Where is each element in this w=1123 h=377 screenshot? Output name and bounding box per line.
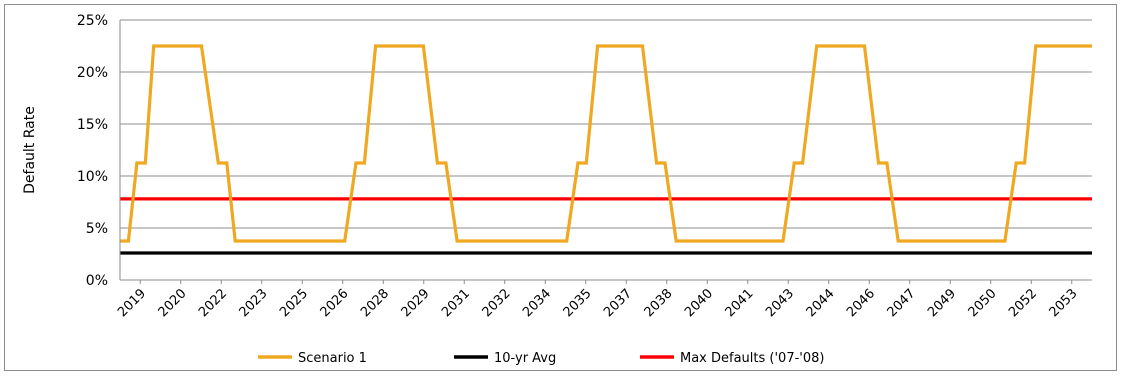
x-tick-label: 2022 — [196, 286, 230, 320]
x-tick-label: 2053 — [1047, 286, 1081, 320]
x-tick-label: 2019 — [115, 286, 149, 320]
x-tick-label: 2046 — [844, 286, 878, 320]
x-tick-label: 2023 — [237, 286, 271, 320]
x-tick-label: 2025 — [277, 286, 311, 320]
x-tick-label: 2034 — [520, 286, 554, 320]
x-tick-label: 2044 — [804, 286, 838, 320]
x-tick-label: 2032 — [480, 286, 514, 320]
x-tick-label: 2029 — [399, 286, 433, 320]
axes — [119, 20, 1092, 281]
y-tick-label: 10% — [77, 169, 108, 185]
x-tick-label: 2047 — [885, 286, 919, 320]
x-tick-label: 2020 — [156, 286, 190, 320]
x-tick-label: 2043 — [763, 286, 797, 320]
x-axis-ticks: 2019 2020 2022 2023 2025 2026 2028 2029 2031 2032… — [115, 280, 1081, 320]
legend-label-2: Max Defaults ('07-'08) — [680, 351, 824, 366]
y-axis-label: Default Rate — [22, 106, 38, 194]
x-tick-label: 2035 — [561, 286, 595, 320]
y-tick-label: 0% — [86, 273, 108, 289]
x-tick-label: 2050 — [966, 286, 1000, 320]
legend-label-1: 10-yr Avg — [494, 351, 556, 366]
x-tick-label: 2040 — [682, 286, 716, 320]
x-tick-label: 2052 — [1006, 286, 1040, 320]
y-tick-label: 20% — [77, 65, 108, 81]
x-tick-label: 2049 — [925, 286, 959, 320]
y-axis-ticks: 0% 5% 10% 15% 20% 25% — [77, 13, 108, 289]
y-tick-label: 5% — [86, 221, 108, 237]
legend-label-0: Scenario 1 — [298, 351, 367, 366]
legend: Scenario 1 10-yr Avg Max Defaults ('07-'08… — [258, 351, 824, 366]
x-tick-label: 2037 — [601, 286, 635, 320]
series-lines — [120, 44, 1092, 255]
series-line-0 — [120, 44, 1092, 243]
x-tick-label: 2028 — [358, 286, 392, 320]
y-tick-label: 15% — [77, 117, 108, 133]
chart-frame — [4, 4, 1117, 371]
x-tick-label: 2041 — [723, 286, 757, 320]
x-tick-label: 2026 — [318, 286, 352, 320]
x-tick-label: 2038 — [642, 286, 676, 320]
x-tick-label: 2031 — [439, 286, 473, 320]
y-tick-label: 25% — [77, 13, 108, 29]
